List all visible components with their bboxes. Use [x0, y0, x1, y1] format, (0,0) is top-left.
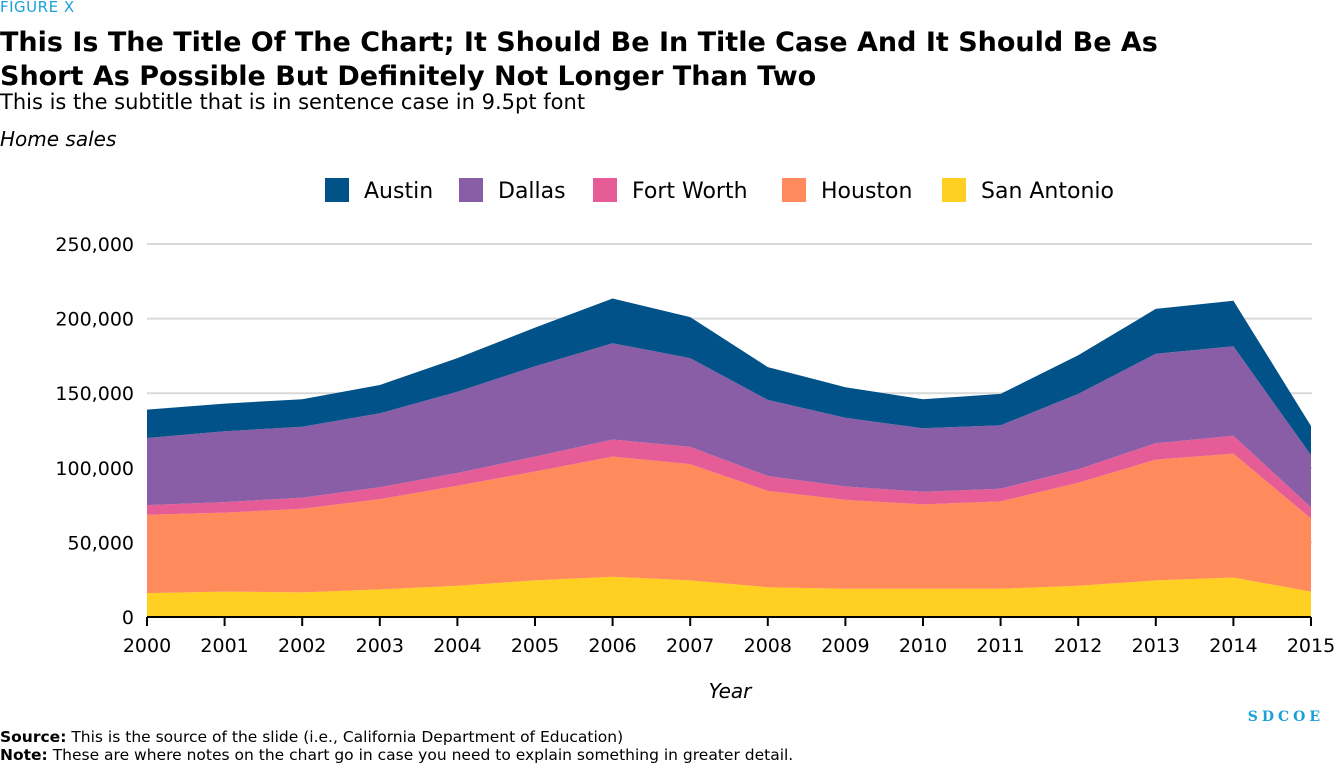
area-dallas [147, 343, 1311, 508]
x-tick-label: 2004 [433, 635, 481, 657]
area-fort-worth [147, 435, 1311, 519]
source-text: This is the source of the slide (i.e., C… [71, 728, 624, 746]
y-tick-label: 200,000 [55, 309, 134, 331]
area-san-antonio [147, 576, 1311, 617]
source-line: Source: This is the source of the slide … [0, 728, 623, 746]
legend-item-austin: Austin [325, 178, 433, 204]
chart-title: This Is The Title Of The Chart; It Shoul… [0, 27, 1158, 92]
legend-item-houston: Houston [782, 178, 912, 204]
x-axis-ticks: 2000 2001 2002 2003 2004 2005 2006 2007 2008 2009… [123, 617, 1335, 657]
x-tick-label: 2013 [1132, 635, 1180, 657]
legend: Austin Dallas Fort Worth Houston San Antonio [325, 178, 1114, 204]
x-axis-title: Year [709, 679, 754, 703]
y-tick-label: 250,000 [55, 234, 134, 256]
x-tick-label: 2000 [123, 635, 171, 657]
legend-item-dallas: Dallas [459, 178, 566, 204]
x-tick-label: 2007 [666, 635, 714, 657]
figure-label: FIGURE X [0, 0, 75, 16]
legend-label: Austin [364, 179, 433, 204]
area-series [147, 298, 1311, 617]
note-line: Note: These are where notes on the chart… [0, 746, 793, 764]
y-tick-label: 0 [122, 607, 134, 629]
x-tick-label: 2008 [744, 635, 792, 657]
x-tick-label: 2003 [356, 635, 404, 657]
x-tick-label: 2002 [278, 635, 326, 657]
source-label: Source: [0, 728, 67, 746]
y-tick-label: 100,000 [55, 458, 134, 480]
brand-logo: SDCOE [1247, 709, 1324, 725]
y-tick-label: 150,000 [55, 383, 134, 405]
legend-label: San Antonio [981, 179, 1114, 204]
y-axis-ticks: 0 50,000 100,000 150,000 200,000 250,000 [55, 234, 134, 629]
x-tick-label: 2011 [976, 635, 1024, 657]
note-text: These are where notes on the chart go in… [52, 746, 794, 764]
legend-swatch [325, 178, 349, 202]
x-tick-label: 2012 [1054, 635, 1102, 657]
x-tick-label: 2010 [899, 635, 947, 657]
x-tick-label: 2005 [511, 635, 559, 657]
note-label: Note: [0, 746, 48, 764]
x-tick-label: 2006 [588, 635, 636, 657]
area-austin [147, 298, 1311, 456]
legend-item-san-antonio: San Antonio [942, 178, 1114, 204]
y-axis-label: Home sales [0, 127, 117, 151]
legend-item-fort-worth: Fort Worth [593, 178, 748, 204]
chart-subtitle: This is the subtitle that is in sentence… [0, 90, 586, 114]
legend-swatch [593, 178, 617, 202]
x-tick-label: 2014 [1209, 635, 1257, 657]
legend-label: Houston [821, 179, 912, 204]
legend-label: Fort Worth [632, 179, 748, 204]
legend-label: Dallas [498, 179, 566, 204]
legend-swatch [942, 178, 966, 202]
x-tick-label: 2015 [1287, 635, 1335, 657]
legend-swatch [782, 178, 806, 202]
legend-swatch [459, 178, 483, 202]
x-tick-label: 2009 [821, 635, 869, 657]
x-tick-label: 2001 [200, 635, 248, 657]
area-houston [147, 453, 1311, 594]
y-tick-label: 50,000 [68, 532, 134, 554]
